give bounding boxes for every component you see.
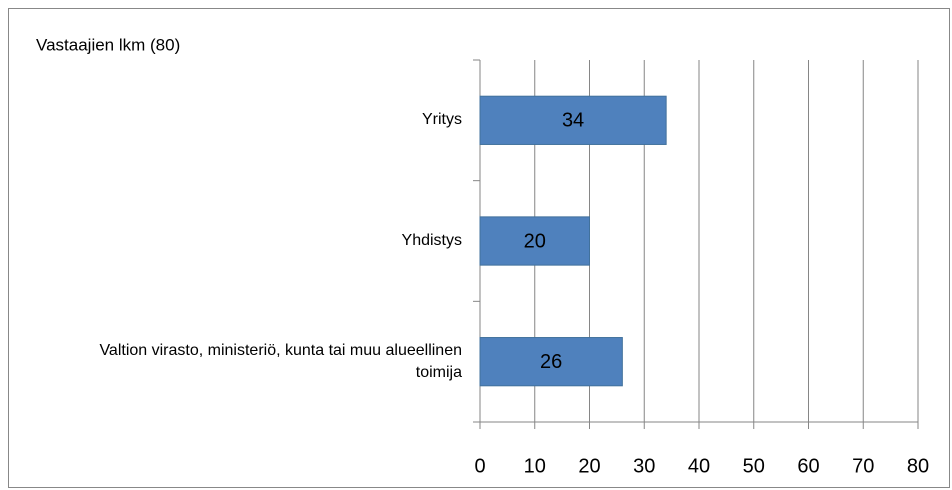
bar (479, 216, 590, 266)
bar (479, 337, 623, 387)
x-tick-label: 50 (743, 455, 765, 477)
y-tick-label: Valtion virasto, ministeriö, kunta tai m… (99, 341, 462, 381)
x-tick-label: 70 (852, 455, 874, 477)
x-tick-label: 30 (633, 455, 655, 477)
bar (479, 95, 667, 145)
x-tick-label: 10 (524, 455, 546, 477)
y-tick-label: Yhdistys (401, 232, 462, 249)
value-label: 26 (540, 351, 562, 373)
value-label: 20 (524, 230, 546, 252)
x-tick-label: 0 (474, 455, 485, 477)
y-tick-label: Yritys (422, 111, 462, 129)
x-tick-label: 80 (907, 455, 929, 477)
chart-title: Vastaajien lkm (80) (36, 35, 180, 54)
value-label: 34 (562, 110, 584, 132)
x-tick-label: 60 (797, 455, 819, 477)
chart-border (8, 8, 950, 488)
x-tick-label: 40 (688, 455, 710, 477)
x-tick-label: 20 (578, 455, 600, 477)
